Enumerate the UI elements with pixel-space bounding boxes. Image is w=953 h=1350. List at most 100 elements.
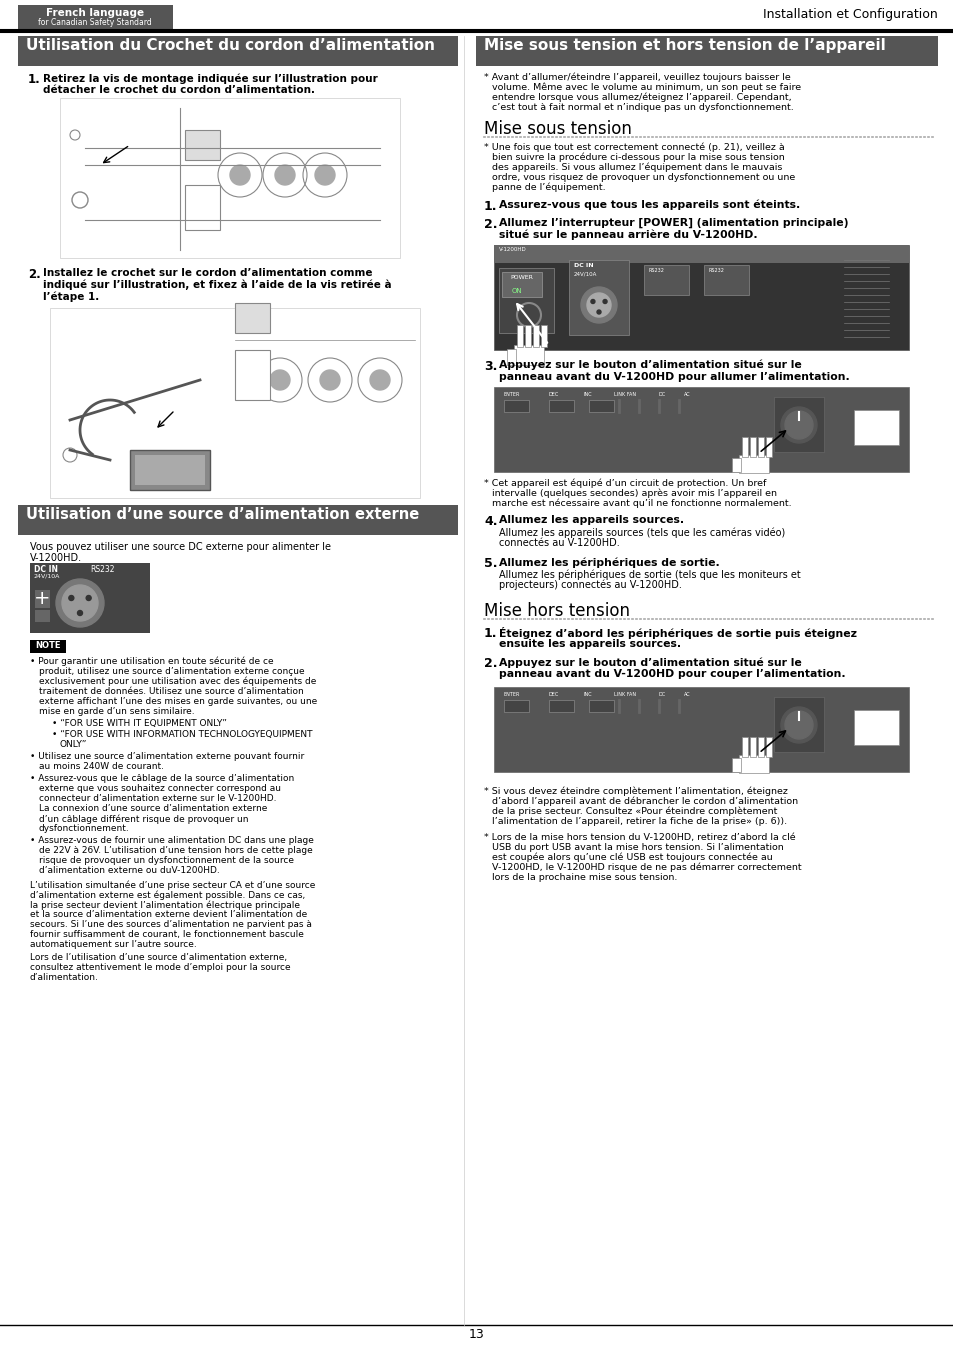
Text: DC IN: DC IN xyxy=(34,566,58,574)
Bar xyxy=(517,325,522,347)
Text: ON: ON xyxy=(512,288,522,294)
Bar xyxy=(50,308,419,498)
Text: V-1200HD, le V-1200HD risque de ne pas démarrer correctement: V-1200HD, le V-1200HD risque de ne pas d… xyxy=(492,863,801,872)
Text: AC: AC xyxy=(683,693,690,697)
Text: LINK FAN: LINK FAN xyxy=(614,693,636,697)
Text: marche est nécessaire avant qu’il ne fonctionne normalement.: marche est nécessaire avant qu’il ne fon… xyxy=(492,498,791,508)
Text: DC: DC xyxy=(659,693,665,697)
Bar xyxy=(853,710,898,745)
Text: French language: French language xyxy=(46,8,144,18)
Bar xyxy=(540,325,546,347)
Text: Installez le crochet sur le cordon d’alimentation comme: Installez le crochet sur le cordon d’ali… xyxy=(43,269,372,278)
Bar xyxy=(35,590,50,608)
Text: Lors de l’utilisation d’une source d’alimentation externe,: Lors de l’utilisation d’une source d’ali… xyxy=(30,953,287,963)
Bar xyxy=(503,400,529,412)
Text: INC: INC xyxy=(583,392,592,397)
Text: produit, utilisez une source d’alimentation externe conçue: produit, utilisez une source d’alimentat… xyxy=(39,667,304,676)
Text: DEC: DEC xyxy=(548,392,558,397)
Text: Appuyez sur le bouton d’alimentation situé sur le: Appuyez sur le bouton d’alimentation sit… xyxy=(498,657,801,667)
Text: Allumez les périphériques de sortie.: Allumez les périphériques de sortie. xyxy=(498,558,719,567)
Circle shape xyxy=(319,370,339,390)
Text: RS232: RS232 xyxy=(90,566,114,574)
Text: 24V/10A: 24V/10A xyxy=(34,574,60,579)
Bar xyxy=(749,437,755,458)
Text: Mise sous tension et hors tension de l’appareil: Mise sous tension et hors tension de l’a… xyxy=(483,38,884,53)
Text: * Avant d’allumer/éteindre l’appareil, veuillez toujours baisser le: * Avant d’allumer/éteindre l’appareil, v… xyxy=(483,73,790,82)
Text: et la source d’alimentation externe devient l’alimentation de: et la source d’alimentation externe devi… xyxy=(30,910,307,919)
Text: Appuyez sur le bouton d’alimentation situé sur le: Appuyez sur le bouton d’alimentation sit… xyxy=(498,360,801,370)
Text: DC: DC xyxy=(659,392,665,397)
Text: 3.: 3. xyxy=(483,360,497,373)
Bar xyxy=(503,701,529,711)
Text: Utilisation du Crochet du cordon d’alimentation: Utilisation du Crochet du cordon d’alime… xyxy=(26,38,435,53)
Text: externe que vous souhaitez connecter correspond au: externe que vous souhaitez connecter cor… xyxy=(39,784,281,792)
Bar xyxy=(494,687,908,772)
Text: Retirez la vis de montage indiquée sur l’illustration pour: Retirez la vis de montage indiquée sur l… xyxy=(43,73,377,84)
Text: de la prise secteur. Consultez «Pour éteindre complètement: de la prise secteur. Consultez «Pour éte… xyxy=(492,807,777,817)
Bar xyxy=(588,400,614,412)
Bar xyxy=(568,261,628,335)
Text: fournir suffisamment de courant, le fonctionnement bascule: fournir suffisamment de courant, le fonc… xyxy=(30,930,304,940)
Text: indiqué sur l’illustration, et fixez à l’aide de la vis retirée à: indiqué sur l’illustration, et fixez à l… xyxy=(43,279,392,290)
Text: Mise sous tension: Mise sous tension xyxy=(483,120,631,138)
Text: • “FOR USE WITH IT EQUIPMENT ONLY”: • “FOR USE WITH IT EQUIPMENT ONLY” xyxy=(52,720,227,728)
Bar xyxy=(765,737,771,757)
Bar xyxy=(739,755,768,774)
Circle shape xyxy=(781,707,816,742)
Bar xyxy=(533,325,538,347)
Bar xyxy=(758,437,763,458)
Text: 1.: 1. xyxy=(483,626,497,640)
Text: 2.: 2. xyxy=(483,657,497,670)
Text: panne de l’équipement.: panne de l’équipement. xyxy=(492,184,605,193)
Text: USB du port USB avant la mise hors tension. Si l’alimentation: USB du port USB avant la mise hors tensi… xyxy=(492,842,783,852)
Text: détacher le crochet du cordon d’alimentation.: détacher le crochet du cordon d’alimenta… xyxy=(43,85,314,94)
Text: projecteurs) connectés au V-1200HD.: projecteurs) connectés au V-1200HD. xyxy=(498,580,681,590)
Bar xyxy=(130,450,210,490)
Text: L’utilisation simultanée d’une prise secteur CA et d’une source: L’utilisation simultanée d’une prise sec… xyxy=(30,880,315,890)
Circle shape xyxy=(56,579,104,626)
Text: d’alimentation externe est également possible. Dans ce cas,: d’alimentation externe est également pos… xyxy=(30,890,305,899)
Text: Installation et Configuration: Installation et Configuration xyxy=(762,8,937,22)
Text: mise en garde d’un sens similaire.: mise en garde d’un sens similaire. xyxy=(39,707,194,716)
Bar xyxy=(853,410,898,446)
Text: connecteur d’alimentation externe sur le V-1200HD.: connecteur d’alimentation externe sur le… xyxy=(39,794,276,803)
Bar xyxy=(773,697,823,752)
Circle shape xyxy=(274,165,294,185)
Circle shape xyxy=(314,165,335,185)
Bar xyxy=(234,350,270,400)
Text: POWER: POWER xyxy=(510,275,533,279)
Bar xyxy=(749,737,755,757)
Text: for Canadian Safety Standard: for Canadian Safety Standard xyxy=(38,18,152,27)
Text: • Assurez-vous de fournir une alimentation DC dans une plage: • Assurez-vous de fournir une alimentati… xyxy=(30,836,314,845)
Bar xyxy=(476,36,937,66)
Text: d’alimentation.: d’alimentation. xyxy=(30,973,99,981)
Text: V-1200HD.: V-1200HD. xyxy=(30,554,82,563)
Text: Utilisation d’une source d’alimentation externe: Utilisation d’une source d’alimentation … xyxy=(26,508,418,522)
Text: Allumez les appareils sources (tels que les caméras vidéo): Allumez les appareils sources (tels que … xyxy=(498,528,784,539)
Text: 5.: 5. xyxy=(483,558,497,570)
Bar xyxy=(731,757,740,772)
Bar xyxy=(498,269,554,333)
Text: ONLY”: ONLY” xyxy=(60,740,88,749)
Text: volume. Même avec le volume au minimum, un son peut se faire: volume. Même avec le volume au minimum, … xyxy=(492,82,801,93)
Bar xyxy=(548,400,574,412)
Text: 1.: 1. xyxy=(28,73,41,86)
Text: automatiquement sur l’autre source.: automatiquement sur l’autre source. xyxy=(30,940,196,949)
Text: 4.: 4. xyxy=(483,514,497,528)
Bar xyxy=(506,350,516,365)
Text: AC: AC xyxy=(683,392,690,397)
Bar xyxy=(185,185,220,230)
Text: c’est tout à fait normal et n’indique pas un dysfonctionnement.: c’est tout à fait normal et n’indique pa… xyxy=(492,103,793,112)
Text: * Une fois que tout est correctement connecté (p. 21), veillez à: * Une fois que tout est correctement con… xyxy=(483,143,784,153)
Bar xyxy=(18,505,457,535)
Circle shape xyxy=(586,293,610,317)
Bar xyxy=(588,701,614,711)
Bar xyxy=(501,271,541,297)
Bar xyxy=(494,387,908,472)
Bar xyxy=(765,437,771,458)
Text: au moins 240W de courant.: au moins 240W de courant. xyxy=(39,761,164,771)
Text: Allumez les périphériques de sortie (tels que les moniteurs et: Allumez les périphériques de sortie (tel… xyxy=(498,570,800,580)
Text: +: + xyxy=(33,589,51,608)
Bar xyxy=(18,5,172,28)
Circle shape xyxy=(597,310,600,315)
